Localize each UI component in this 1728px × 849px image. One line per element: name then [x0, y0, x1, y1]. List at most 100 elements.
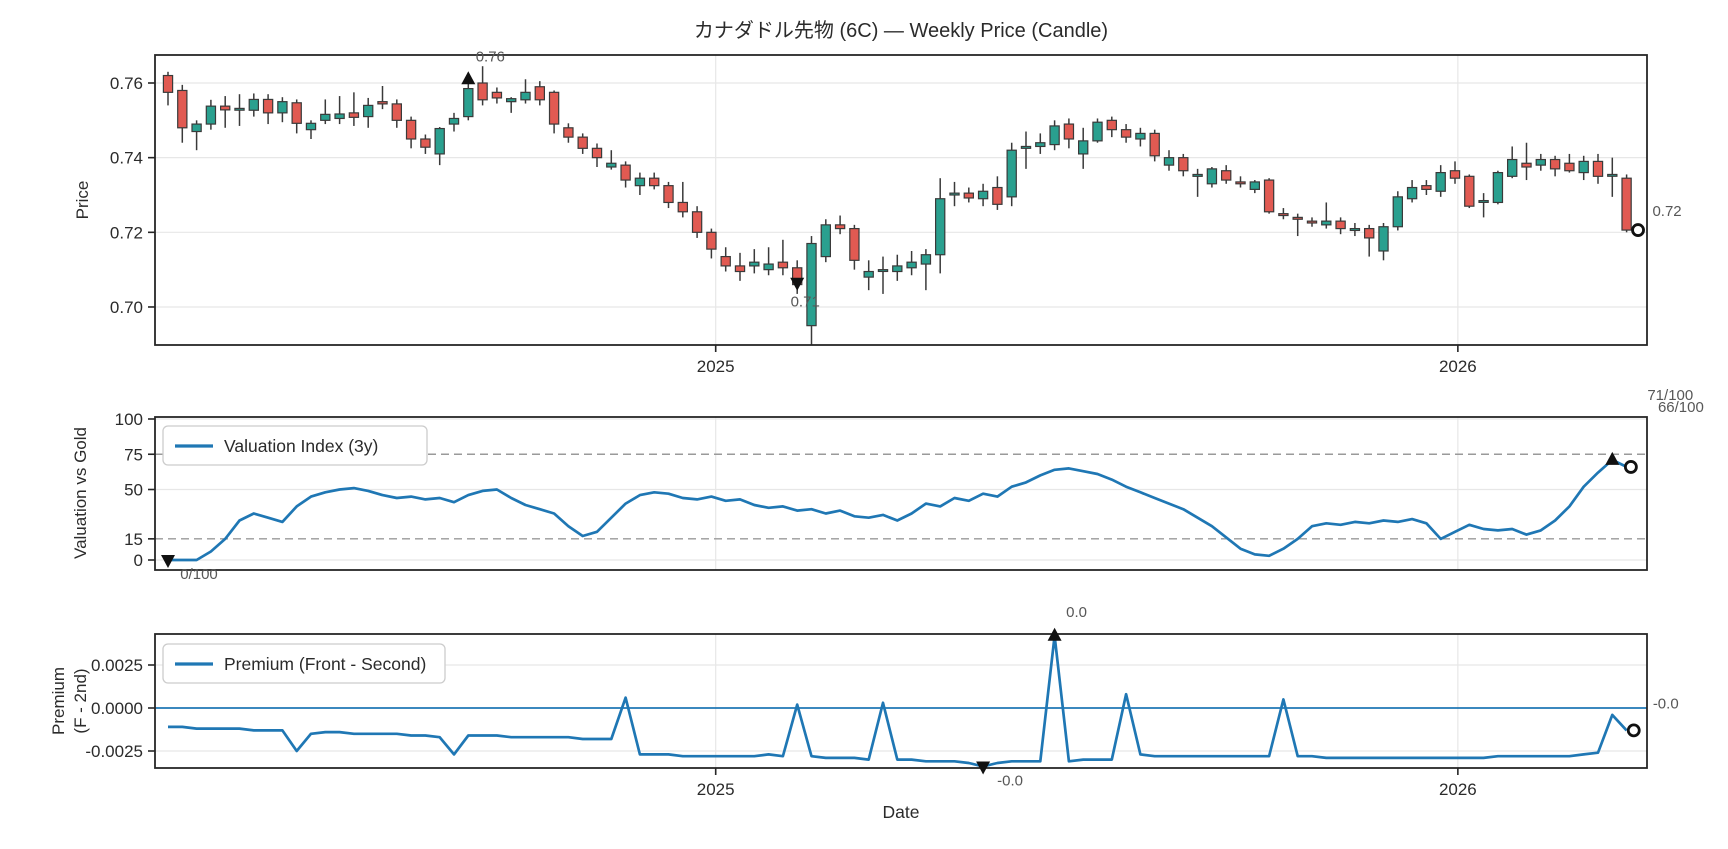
x-tick-label: 2025 [697, 780, 735, 799]
premium-legend-box [162, 643, 446, 684]
candle-body [320, 113, 331, 121]
valuation-legend: Valuation Index (3y) [162, 425, 428, 466]
candle-body [1263, 179, 1275, 213]
chart-title: カナダドル先物 (6C) — Weekly Price (Candle) [694, 19, 1108, 42]
y-tick-label: -0.0025 [85, 742, 143, 761]
candle-body [1063, 123, 1075, 140]
candle-body [477, 82, 488, 101]
premium-legend: Premium (Front - Second) [162, 643, 446, 684]
candle-body [391, 103, 403, 121]
candle-body [820, 224, 832, 258]
price-ylabel: Price [73, 181, 92, 220]
candle-body [706, 231, 717, 250]
price-annotation-label: 0.71 [791, 294, 820, 311]
premium-ylabel-line1: Premium [49, 667, 68, 735]
candle-body [1206, 168, 1218, 185]
candle-body [291, 102, 302, 124]
candle-body [1149, 132, 1160, 157]
candle-body [1135, 132, 1146, 140]
candle-body [1392, 196, 1403, 228]
candle-body [448, 117, 460, 125]
candle-body [520, 91, 531, 101]
last-value-marker-circle-icon [1626, 723, 1641, 738]
candle-body [734, 265, 746, 273]
candle-body [963, 192, 975, 199]
candle-body [262, 98, 274, 114]
premium-ylabel-line2: (F - 2nd) [71, 668, 90, 733]
candle-body [506, 98, 517, 103]
candle-body [1492, 171, 1504, 204]
candle-body [534, 86, 546, 101]
premium-annotation-label: -0.0 [1653, 695, 1679, 712]
x-tick-label: 2026 [1439, 357, 1477, 376]
price-annotation-label: 0.72 [1652, 203, 1681, 220]
y-tick-label: 0.0000 [91, 699, 143, 718]
panel-border [154, 633, 1648, 769]
candle-body [977, 190, 989, 200]
last-value-marker-circle-icon [1623, 460, 1638, 474]
candle-body [606, 162, 617, 168]
candle-body [1421, 185, 1432, 190]
candle-body [1621, 177, 1632, 231]
x-tick-label: 2025 [697, 357, 735, 376]
candle-body [1378, 226, 1389, 252]
y-tick-label: 0.0025 [91, 656, 143, 675]
premium-line [168, 634, 1628, 768]
candle-body [234, 107, 245, 111]
candle-body [563, 127, 574, 138]
candle-body [248, 98, 259, 111]
premium-annotation-label: 0.0 [1066, 604, 1087, 621]
max-marker-triangle-up-icon [1605, 451, 1620, 465]
price-annotation-label: 0.76 [476, 48, 505, 65]
candle-body [648, 177, 660, 187]
candle-body [1506, 158, 1518, 177]
y-tick-label: 0.76 [110, 74, 143, 93]
candle-body [277, 101, 288, 114]
candle-body [1464, 175, 1475, 207]
candle-body [1349, 227, 1361, 232]
candle-body [806, 242, 817, 327]
candle-body [1235, 181, 1246, 185]
candle-body [1549, 158, 1561, 170]
candle-body [1077, 140, 1089, 155]
candle-body [177, 89, 188, 129]
candle-body [663, 185, 674, 204]
candle-body [1278, 213, 1289, 217]
candle-body [334, 113, 345, 120]
candle-body [191, 123, 202, 133]
candle-body [1321, 220, 1332, 226]
candle-body [777, 261, 789, 269]
candle-body [377, 101, 388, 105]
candle-body [1521, 162, 1532, 168]
candle-body [1292, 216, 1303, 220]
candle-body [1535, 158, 1546, 166]
candle-body [1035, 142, 1046, 148]
max-marker-triangle-up-icon [1047, 627, 1062, 641]
candle-body [548, 91, 560, 125]
candlestick-series [162, 66, 1632, 345]
candle-body [677, 201, 689, 213]
candle-body [1106, 119, 1117, 131]
premium-legend-label: Premium (Front - Second) [224, 654, 426, 674]
candle-body [363, 104, 374, 118]
candle-body [591, 147, 603, 159]
candle-body [849, 227, 860, 261]
y-tick-label: 50 [124, 481, 143, 500]
candle-body [834, 224, 846, 230]
panel-border [154, 54, 1648, 346]
candle-body [1564, 162, 1575, 172]
candle-body [348, 112, 360, 118]
candle-body [577, 136, 588, 149]
valuation-legend-label: Valuation Index (3y) [224, 436, 378, 456]
candle-body [691, 211, 703, 233]
y-tick-label: 0.70 [110, 298, 143, 317]
candle-body [220, 105, 231, 111]
candle-body [934, 198, 946, 256]
candle-body [1478, 199, 1489, 203]
valuation-ylabel: Valuation vs Gold [71, 427, 90, 559]
candle-body [1435, 171, 1446, 192]
candle-body [949, 192, 960, 196]
candle-body [634, 177, 646, 187]
axes: 2025 2026 0.76 0.74 0.72 0.70 100 75 50 15 0 2025 20… [85, 54, 1648, 799]
valuation-annotation-label: 66/100 [1658, 399, 1704, 416]
